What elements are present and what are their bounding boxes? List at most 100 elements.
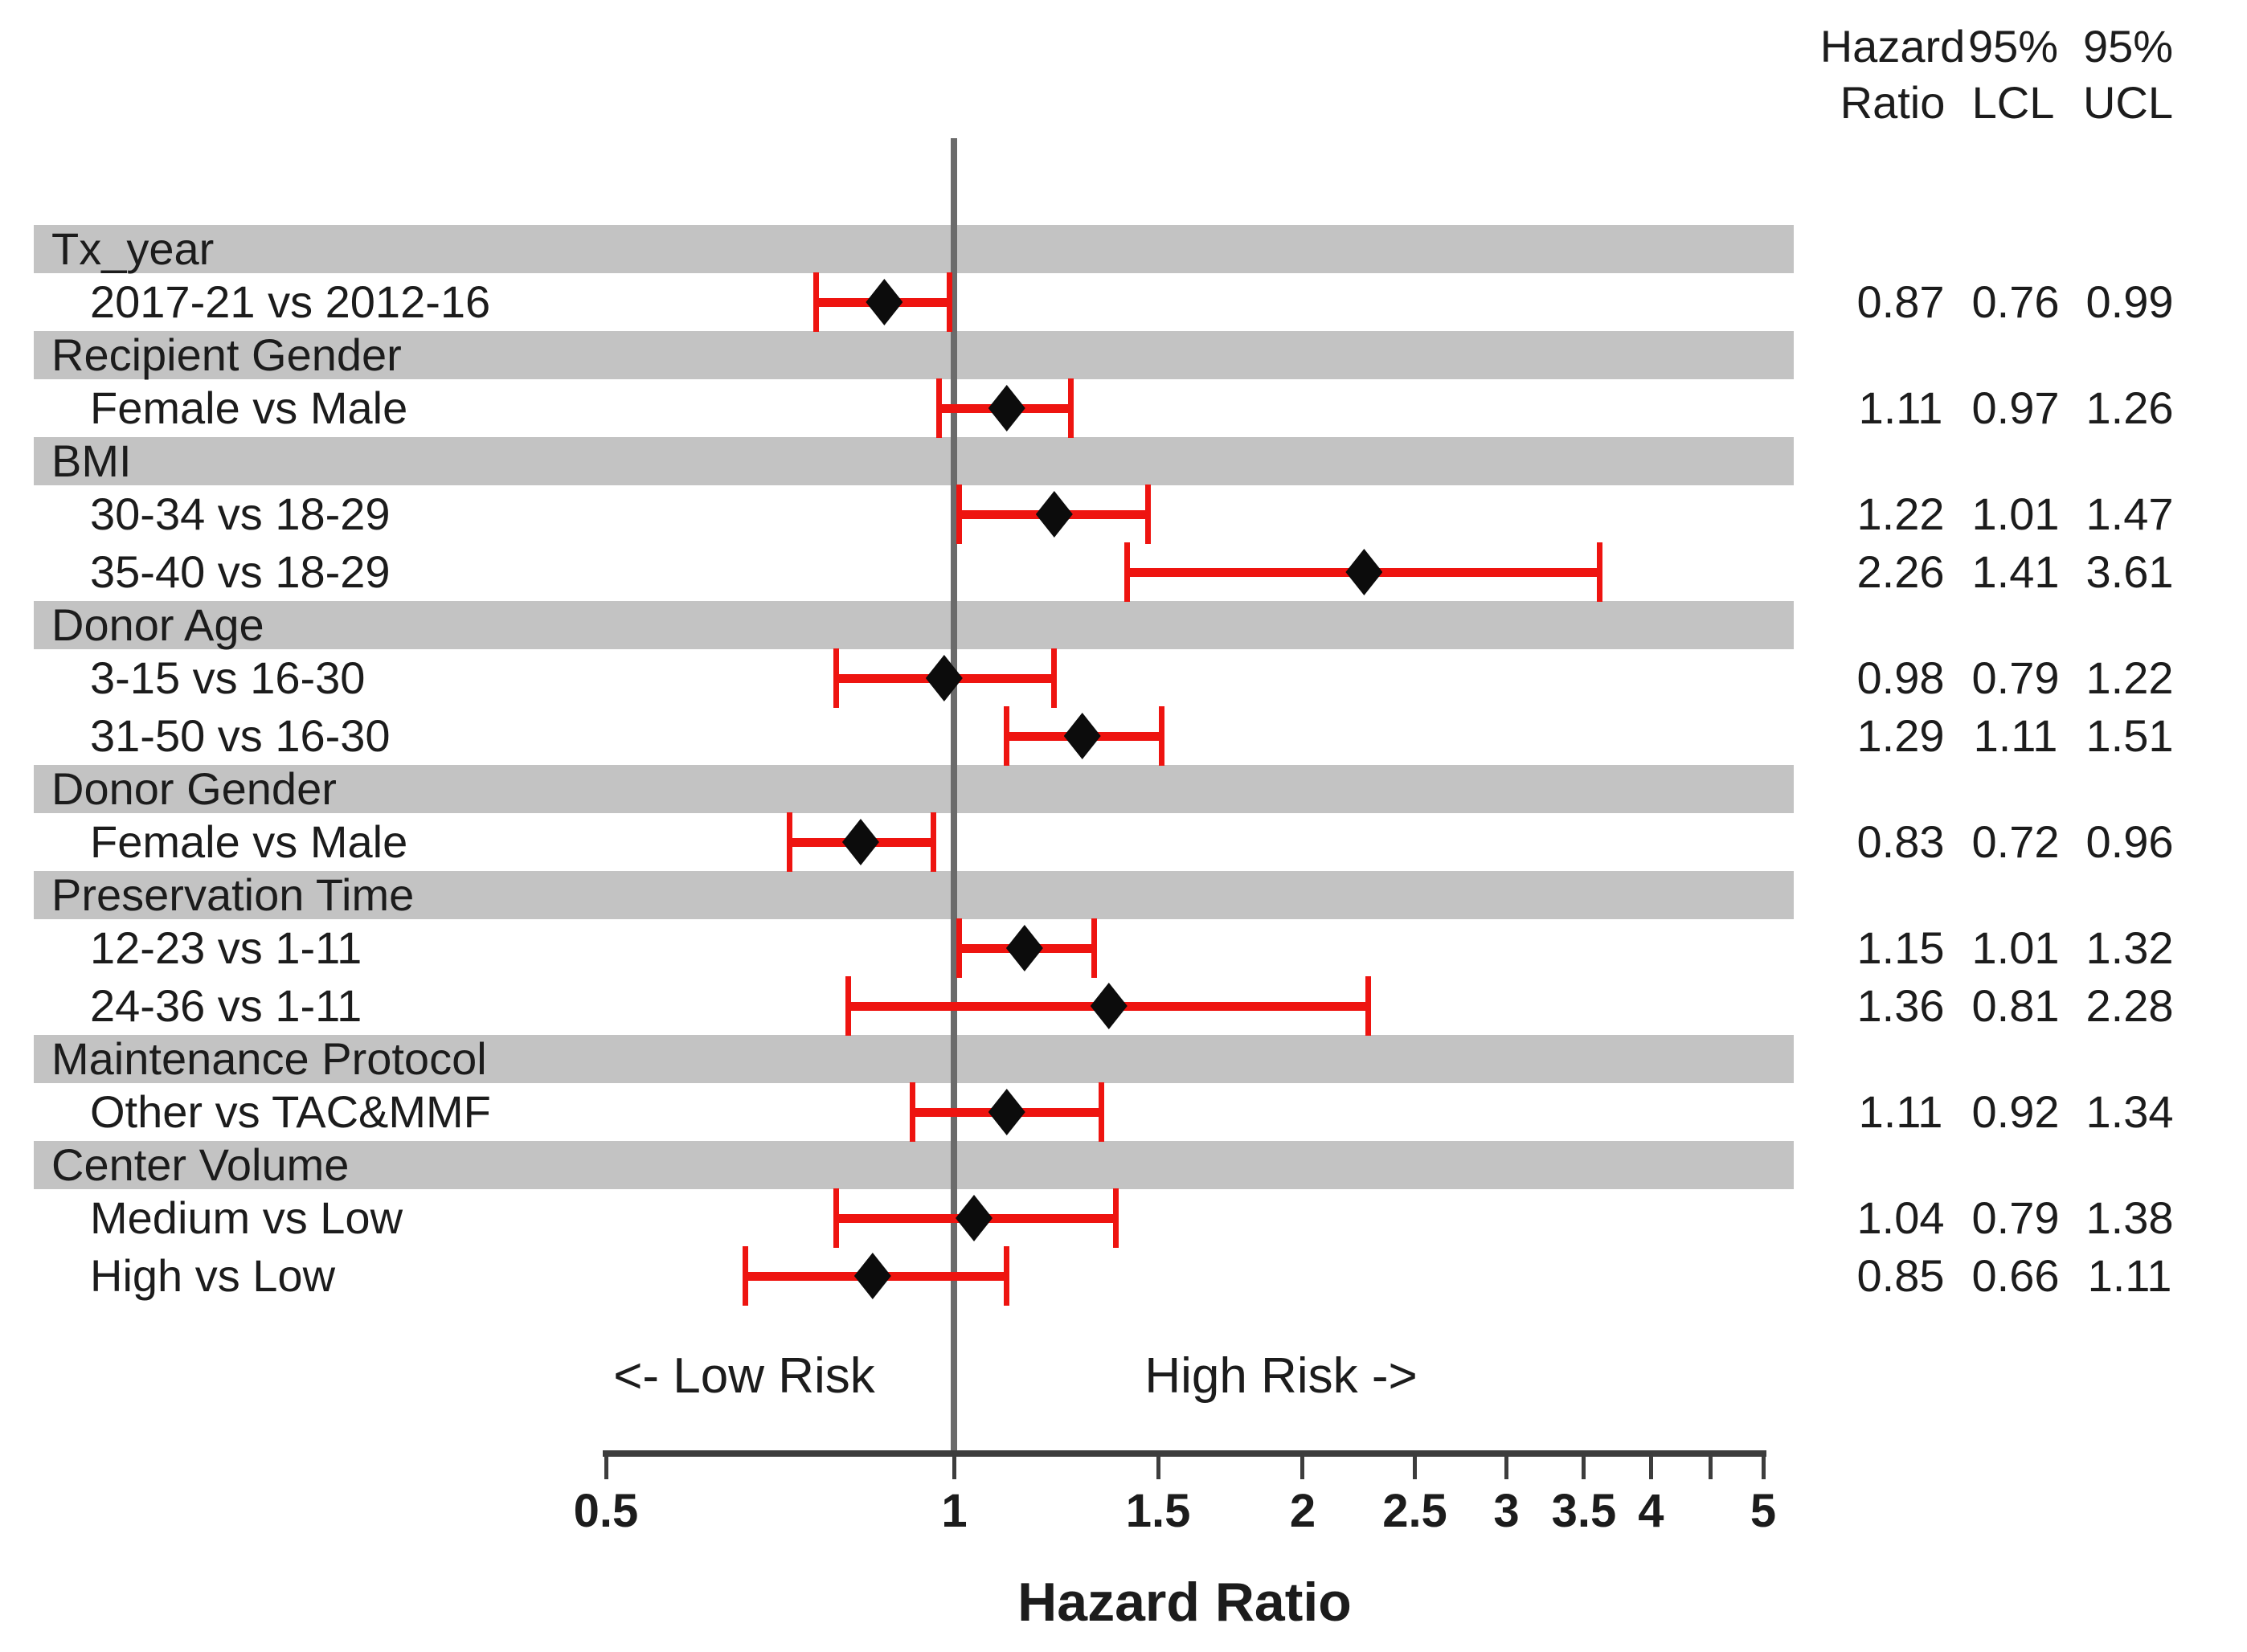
lcl-value: 0.79 [1971, 1192, 2060, 1243]
hr-marker-diamond [1090, 983, 1128, 1029]
axis-tick [1300, 1457, 1305, 1479]
ci-lower-cap [813, 272, 820, 332]
lcl-value: 1.01 [1971, 922, 2060, 973]
ci-lower-cap [1124, 542, 1130, 602]
category-label: Center Volume [51, 1139, 350, 1190]
item-label: 2017-21 vs 2012-16 [90, 276, 491, 327]
column-header-lcl-line1: 95% [1967, 21, 2059, 72]
category-label: Recipient Gender [51, 329, 402, 380]
hr-value: 1.11 [1858, 382, 1943, 433]
ci-upper-cap [1113, 1188, 1119, 1248]
item-label: High vs Low [90, 1250, 336, 1301]
ci-upper-cap [1099, 1082, 1104, 1142]
ci-lower-cap [935, 378, 942, 438]
lcl-value: 0.81 [1971, 980, 2060, 1031]
hr-value: 0.85 [1856, 1250, 1945, 1301]
ci-lower-cap [909, 1082, 915, 1142]
ci-upper-cap [1144, 485, 1151, 544]
item-label: 30-34 vs 18-29 [90, 489, 391, 539]
axis-tick-label: 3.5 [1551, 1485, 1617, 1537]
axis-tick [1156, 1457, 1160, 1479]
column-header-ucl-line1: 95% [2082, 21, 2174, 72]
lcl-value: 0.92 [1971, 1086, 2060, 1137]
item-label: 24-36 vs 1-11 [90, 980, 362, 1031]
lcl-value: 0.97 [1971, 382, 2060, 433]
ci-lower-cap [833, 1188, 839, 1248]
high-risk-annotation: High Risk -> [1144, 1348, 1418, 1404]
axis-tick-label: 2 [1289, 1485, 1316, 1537]
lcl-value: 1.11 [1973, 710, 2058, 761]
axis-tick-label: 2.5 [1382, 1485, 1447, 1537]
ucl-value: 3.61 [2085, 546, 2174, 597]
axis-tick-label: 5 [1750, 1485, 1777, 1537]
ucl-value: 1.26 [2085, 382, 2174, 433]
item-label: Female vs Male [90, 816, 408, 867]
category-band [34, 1141, 1794, 1189]
ucl-value: 1.22 [2085, 652, 2174, 703]
axis-tick [1761, 1457, 1766, 1479]
ci-upper-cap [1067, 378, 1074, 438]
category-label: Maintenance Protocol [51, 1033, 487, 1084]
category-band [34, 437, 1794, 485]
hr-value: 1.22 [1856, 489, 1945, 539]
axis-tick-label: 3 [1493, 1485, 1520, 1537]
category-band [34, 765, 1794, 813]
x-axis-title: Hazard Ratio [1017, 1572, 1352, 1633]
item-label: 3-15 vs 16-30 [90, 652, 366, 703]
hr-marker-diamond [988, 1089, 1025, 1135]
column-header-ucl-line2: UCL [2082, 77, 2174, 128]
axis-tick-label: 0.5 [573, 1485, 639, 1537]
category-band [34, 331, 1794, 379]
reference-line [951, 138, 958, 1454]
hr-value: 1.29 [1856, 710, 1945, 761]
ci-lower-cap [956, 918, 963, 978]
ci-upper-cap [946, 272, 952, 332]
axis-tick-label: 1.5 [1125, 1485, 1191, 1537]
category-band [34, 601, 1794, 649]
column-header-hazard-ratio-line1: Hazard [1819, 21, 1966, 72]
hr-marker-diamond [866, 279, 903, 325]
column-header-hazard-ratio-line2: Ratio [1840, 77, 1946, 128]
axis-tick [1413, 1457, 1418, 1479]
item-label: Other vs TAC&MMF [90, 1086, 491, 1137]
axis-tick-label: 4 [1638, 1485, 1664, 1537]
ci-lower-cap [1004, 706, 1010, 766]
lcl-value: 0.79 [1971, 652, 2060, 703]
hr-marker-diamond [1005, 925, 1043, 971]
ci-upper-cap [1158, 706, 1164, 766]
item-label: 35-40 vs 18-29 [90, 546, 391, 597]
item-label: 31-50 vs 16-30 [90, 710, 391, 761]
ucl-value: 1.11 [2087, 1250, 2172, 1301]
ucl-value: 1.38 [2085, 1192, 2174, 1243]
hr-marker-diamond [841, 819, 879, 865]
hr-value: 2.26 [1856, 546, 1945, 597]
hr-value: 1.15 [1856, 922, 1945, 973]
ci-upper-cap [1596, 542, 1602, 602]
axis-tick [1648, 1457, 1653, 1479]
axis-tick [1708, 1457, 1713, 1479]
lcl-value: 0.66 [1971, 1250, 2060, 1301]
hr-value: 1.11 [1858, 1086, 1943, 1137]
ci-lower-cap [786, 812, 792, 872]
hr-marker-diamond [853, 1253, 891, 1299]
hr-marker-diamond [988, 385, 1025, 431]
lcl-value: 1.01 [1971, 489, 2060, 539]
axis-tick [604, 1457, 608, 1479]
ci-lower-cap [845, 976, 852, 1036]
item-label: Medium vs Low [90, 1192, 403, 1243]
x-axis-line [603, 1450, 1766, 1457]
lcl-value: 0.76 [1971, 276, 2060, 327]
item-label: 12-23 vs 1-11 [90, 922, 362, 973]
ci-upper-cap [931, 812, 937, 872]
ucl-value: 1.47 [2085, 489, 2174, 539]
hr-value: 0.87 [1856, 276, 1945, 327]
column-header-lcl-line2: LCL [1971, 77, 2055, 128]
hr-value: 1.04 [1856, 1192, 1945, 1243]
lcl-value: 0.72 [1971, 816, 2060, 867]
category-band [34, 1035, 1794, 1083]
ucl-value: 1.32 [2085, 922, 2174, 973]
ci-upper-cap [1004, 1246, 1010, 1306]
ci-upper-cap [1091, 918, 1097, 978]
ucl-value: 1.34 [2085, 1086, 2174, 1137]
